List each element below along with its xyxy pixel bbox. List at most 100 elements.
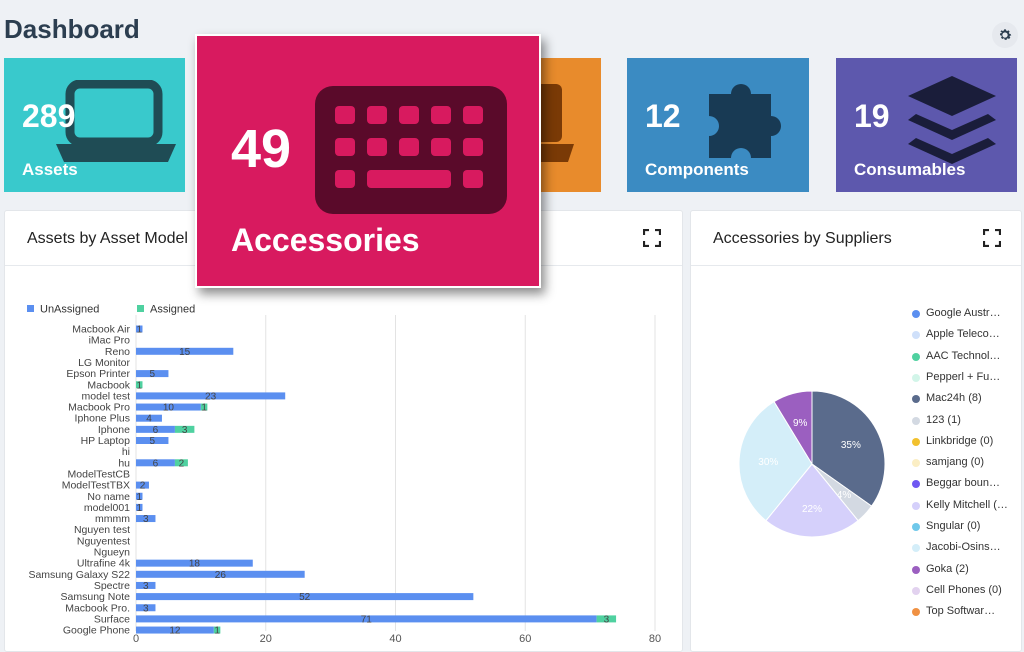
tile-count: 289 (22, 98, 76, 134)
pie-slice-label: 4% (837, 490, 852, 501)
tile-components[interactable]: 12 Components (627, 58, 809, 192)
data-label: 1 (136, 503, 142, 514)
data-label: 2 (179, 458, 185, 469)
legend-swatch (27, 305, 34, 312)
y-category-label: Macbook Pro (68, 402, 130, 414)
pie-slice (765, 463, 859, 538)
legend-label: 123 (1) (926, 413, 961, 426)
y-category-label: Macbook Pro. (65, 602, 130, 614)
legend-label: Beggar boun… (926, 477, 1000, 490)
y-category-label: hu (118, 457, 130, 469)
y-category-label: hi (122, 446, 130, 458)
data-label: 15 (179, 347, 191, 358)
data-label: 1 (201, 403, 207, 414)
data-label: 1 (136, 492, 142, 503)
pie-slice-label: 30% (758, 457, 778, 468)
expand-icon[interactable] (983, 229, 1001, 247)
legend-dot (912, 608, 920, 617)
bar-segment (136, 392, 286, 400)
legend-label: Mac24h (8) (926, 392, 982, 405)
legend-dot (912, 544, 920, 553)
bar-segment (136, 593, 474, 601)
data-label: 3 (604, 614, 610, 625)
legend-dot (912, 501, 920, 510)
tile-assets[interactable]: 289 Assets (4, 58, 185, 192)
pie-slice-label: 9% (793, 418, 808, 429)
data-label: 52 (299, 592, 311, 603)
bar-segment (136, 492, 143, 500)
y-category-label: Ngueyn (94, 547, 130, 559)
y-category-label: Surface (94, 613, 130, 625)
data-label: 12 (169, 626, 181, 637)
data-label: 6 (153, 458, 159, 469)
y-category-label: LG Monitor (78, 357, 130, 369)
license-icon (536, 84, 574, 162)
legend-dot (912, 480, 920, 489)
data-label: 6 (153, 425, 159, 436)
bar-segment (136, 414, 162, 422)
legend-dot (912, 331, 920, 340)
expand-icon[interactable] (643, 229, 661, 247)
y-category-label: mmmm (95, 513, 130, 525)
bar-segment (136, 626, 214, 634)
y-category-label: Samsung Note (61, 591, 131, 603)
laptop-icon (56, 80, 176, 162)
tile-licenses[interactable] (536, 58, 601, 192)
tile-label: Components (645, 160, 749, 179)
legend-dot (912, 459, 920, 468)
y-category-label: Iphone (98, 424, 130, 436)
tile-label: Assets (22, 160, 78, 179)
y-category-label: ModelTestTBX (62, 480, 130, 492)
bar-segment (136, 403, 201, 411)
legend-label: Goka (2) (926, 562, 969, 575)
data-label: 3 (143, 581, 149, 592)
y-category-label: Ultrafine 4k (77, 558, 131, 570)
y-category-label: Spectre (94, 580, 130, 592)
y-category-label: Macbook Air (72, 324, 130, 336)
bar-segment (136, 559, 253, 567)
data-label: 2 (140, 481, 146, 492)
legend-dot (912, 310, 920, 318)
y-category-label: No name (87, 491, 130, 503)
legend-label: Pepperl + Fu… (926, 370, 1001, 383)
tile-consumables[interactable]: 19 Consumables (836, 58, 1017, 192)
settings-button[interactable] (992, 22, 1018, 48)
legend-dot (912, 586, 920, 595)
data-label: 1 (136, 325, 142, 336)
data-label: 1 (136, 380, 142, 391)
data-label: 1 (214, 626, 220, 637)
bar-segment (136, 325, 143, 333)
y-category-label: model test (82, 390, 131, 402)
legend-label: Jacobi-Osins… (926, 541, 1001, 554)
y-category-label: ModelTestCB (68, 468, 130, 480)
legend-label: Assigned (150, 304, 195, 316)
y-category-label: iMac Pro (89, 335, 131, 347)
pie-slice-label: 22% (802, 504, 822, 515)
legend-label: UnAssigned (40, 304, 99, 316)
bar-segment (213, 626, 221, 634)
legend-label: Cell Phones (0) (926, 583, 1002, 596)
bar-segment (136, 370, 169, 378)
y-category-label: Nguyentest (77, 535, 130, 547)
pie-slice-label: 35% (841, 440, 861, 451)
bar-segment (136, 570, 305, 578)
data-label: 3 (182, 425, 188, 436)
tile-count: 12 (645, 98, 681, 134)
x-tick-label: 20 (260, 633, 272, 645)
pie-chart: 35% 4% 22% 30% 9% (738, 390, 886, 538)
x-tick-label: 40 (389, 633, 401, 645)
keyboard-icon (315, 86, 507, 214)
panel-title: Assets by Asset Model (27, 230, 188, 247)
x-tick-label: 0 (133, 633, 139, 645)
tile-accessories-popup[interactable]: 49 Accessories (195, 34, 541, 288)
legend-dot (912, 352, 920, 361)
bar-segment (136, 381, 143, 389)
tile-label: Consumables (854, 160, 966, 179)
x-tick-label: 60 (519, 633, 531, 645)
y-category-label: Reno (105, 346, 130, 358)
data-label: 3 (143, 603, 149, 614)
legend-label: Top Softwar… (926, 605, 996, 618)
y-category-label: HP Laptop (81, 435, 131, 447)
legend-dot (912, 373, 920, 382)
